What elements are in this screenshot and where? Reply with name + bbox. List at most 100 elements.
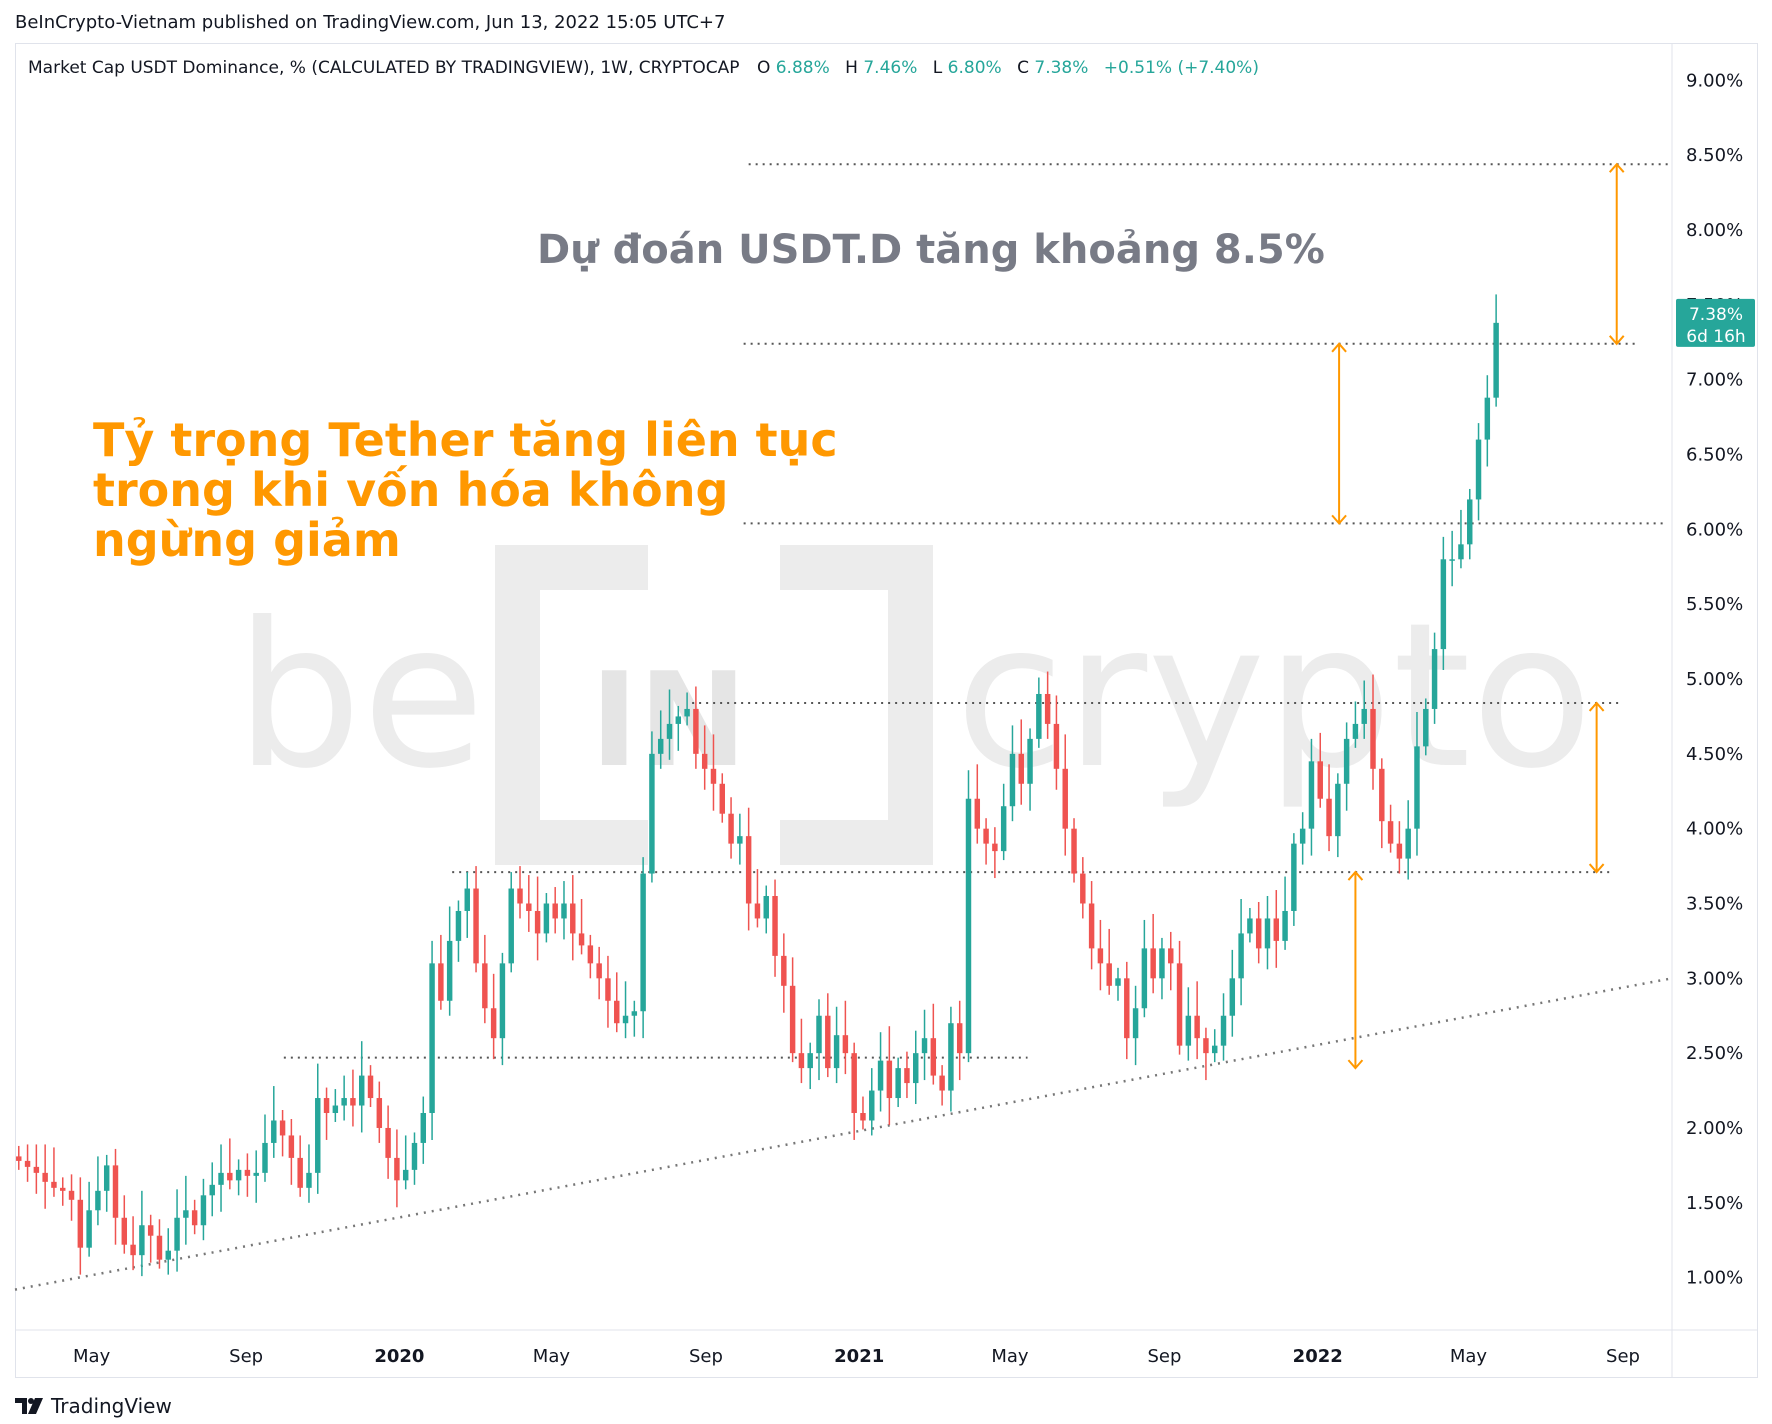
candle-body xyxy=(77,1199,84,1248)
candle-body xyxy=(1291,843,1297,911)
candle-body xyxy=(262,1142,268,1173)
horizontal-levels xyxy=(283,163,1672,1059)
low-value: 6.80% xyxy=(948,58,1002,78)
candle-body xyxy=(570,903,576,934)
range-arrow-head xyxy=(1608,162,1625,173)
candle-body xyxy=(1423,708,1429,747)
candle-body xyxy=(385,1127,391,1158)
price-tick-label: 4.50% xyxy=(1686,744,1743,765)
candle-body xyxy=(1203,1038,1209,1054)
candle-body xyxy=(1159,948,1165,979)
candle-body xyxy=(552,903,558,919)
time-tick-label: 2021 xyxy=(834,1346,884,1367)
candle-body xyxy=(1088,903,1095,949)
candle-body xyxy=(517,888,523,904)
candle-body xyxy=(1255,918,1262,949)
candle-body xyxy=(1317,761,1323,799)
candle-body xyxy=(1071,828,1077,874)
candle-body xyxy=(851,1053,857,1114)
candle-body xyxy=(86,1210,92,1248)
candle-body xyxy=(605,978,611,1001)
candle-body xyxy=(51,1181,57,1188)
candle-body xyxy=(147,1225,154,1236)
candle-body xyxy=(561,903,567,919)
candle-body xyxy=(719,783,725,814)
candle-body xyxy=(156,1235,163,1260)
candle-body xyxy=(974,798,981,829)
candle-body xyxy=(297,1157,303,1188)
candle-body xyxy=(587,945,594,964)
last-price-tag: 7.38% 6d 16h xyxy=(1676,298,1755,347)
headline-line-3: ngừng giảm xyxy=(93,513,401,567)
candle-body xyxy=(473,888,479,964)
candle-body xyxy=(139,1225,145,1256)
range-arrow xyxy=(1608,162,1625,346)
candle-body xyxy=(1115,978,1121,986)
candle-body xyxy=(1370,708,1376,769)
symbol-legend: Market Cap USDT Dominance, % (CALCULATED… xyxy=(28,58,1259,78)
time-tick-label: Sep xyxy=(689,1346,723,1367)
candle-body xyxy=(1132,1008,1139,1039)
last-price-value: 7.38% xyxy=(1689,305,1743,325)
low-label: L xyxy=(933,58,943,78)
range-arrow-head xyxy=(1608,335,1625,346)
candle-body xyxy=(1484,397,1491,440)
candle-body xyxy=(1053,723,1060,769)
candle-body xyxy=(16,1156,22,1161)
candle-body xyxy=(191,1210,198,1226)
candle-body xyxy=(983,828,989,844)
candle-body xyxy=(411,1142,418,1170)
candle-body xyxy=(1458,544,1464,560)
candle-body xyxy=(341,1098,347,1106)
candle-body xyxy=(657,738,664,754)
symbol-description: Market Cap USDT Dominance, % (CALCULATED… xyxy=(28,58,740,78)
candle-body xyxy=(332,1105,339,1114)
price-tick-label: 6.00% xyxy=(1686,519,1743,540)
candle-body xyxy=(1449,559,1455,561)
price-tick-label: 2.50% xyxy=(1686,1043,1743,1064)
candle-body xyxy=(1431,649,1438,709)
time-axis[interactable]: May Sep 2020 May Sep 2021 May Sep 2022 May Sep xyxy=(73,1346,1640,1367)
candle-body xyxy=(1467,499,1473,545)
time-tick-label: May xyxy=(991,1346,1029,1367)
candle-body xyxy=(24,1160,31,1167)
candle-body xyxy=(728,813,734,844)
price-axis[interactable]: 1.00% 1.50% 2.00% 2.50% 3.00% 3.50% 4.00% 4.50%… xyxy=(1686,70,1743,1288)
open-label: O xyxy=(757,58,770,78)
candle-body xyxy=(1141,948,1148,1009)
candle-body xyxy=(455,910,462,941)
tradingview-logo[interactable]: TradingView xyxy=(15,1394,172,1418)
range-arrows xyxy=(1331,162,1625,1070)
candle-body xyxy=(842,1035,849,1054)
candle-body xyxy=(913,1053,919,1084)
price-tick-label: 4.00% xyxy=(1686,819,1743,840)
candle-body xyxy=(174,1217,180,1251)
candle-body xyxy=(948,1023,954,1091)
candle-body xyxy=(33,1166,40,1173)
candle-body xyxy=(816,1015,822,1054)
candle-body xyxy=(1027,738,1033,784)
tradingview-logo-icon xyxy=(15,1398,43,1414)
candle-body xyxy=(596,963,602,979)
candle-body xyxy=(1229,978,1236,1016)
candle-body xyxy=(218,1172,224,1185)
candle-body xyxy=(622,1015,629,1024)
candle-body xyxy=(1194,1015,1200,1039)
candle-body xyxy=(869,1090,875,1121)
range-arrow-head xyxy=(1347,1059,1364,1070)
candle-body xyxy=(666,723,673,739)
candle-body xyxy=(684,708,690,717)
range-arrow-head xyxy=(1331,514,1347,525)
range-arrow-head xyxy=(1331,342,1347,353)
candlestick-series xyxy=(16,294,1499,1277)
candle-body xyxy=(367,1075,374,1099)
candle-body xyxy=(112,1165,119,1218)
price-tick-label: 1.50% xyxy=(1686,1193,1743,1214)
candle-body xyxy=(534,910,541,934)
candle-body xyxy=(227,1172,233,1181)
candle-body xyxy=(763,896,769,919)
candle-body xyxy=(640,873,646,1012)
candle-body xyxy=(350,1098,356,1106)
price-tick-label: 5.00% xyxy=(1686,669,1743,690)
